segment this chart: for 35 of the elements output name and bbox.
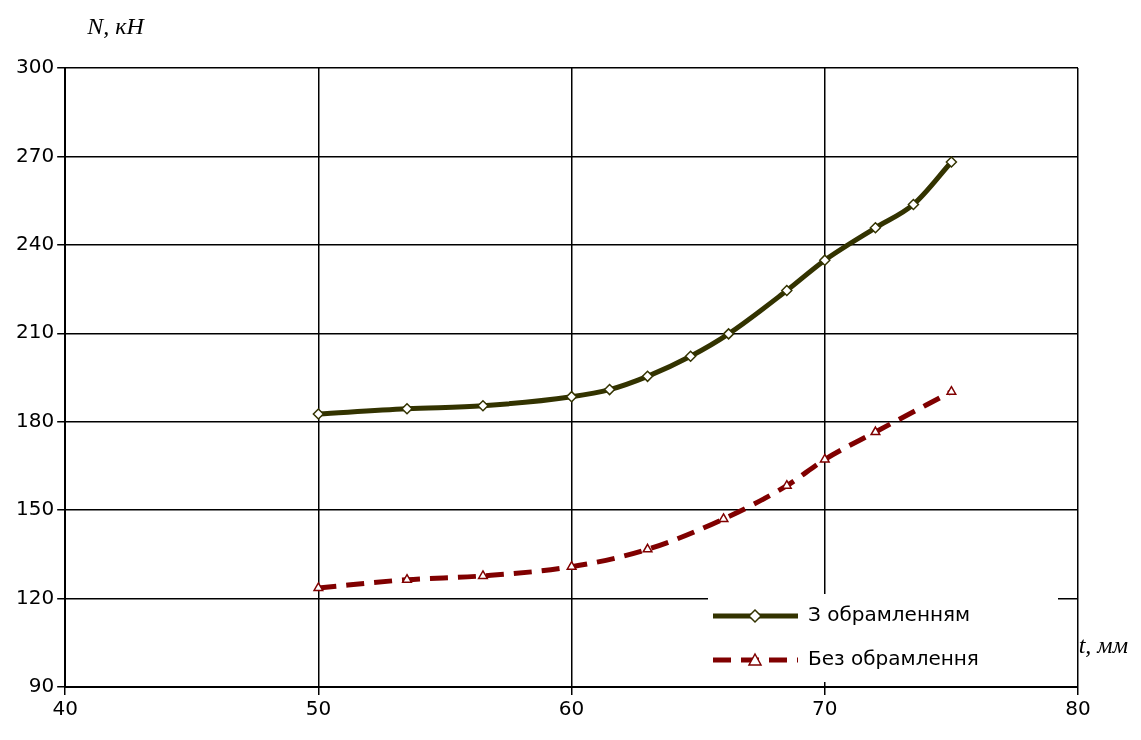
y-tick-label: 270 <box>15 142 55 167</box>
point <box>718 513 729 523</box>
y-tick-label: 210 <box>15 319 55 344</box>
point <box>722 328 735 340</box>
point <box>907 198 920 211</box>
point <box>870 426 881 436</box>
legend-label: З обрамленням <box>808 602 971 627</box>
y-tick-label: 240 <box>15 231 55 256</box>
y-tick-label: 90 <box>28 673 55 698</box>
point <box>642 543 653 553</box>
x-tick-label: 80 <box>1065 696 1091 721</box>
y-tick-label: 120 <box>15 584 55 609</box>
x-axis-title: t, мм <box>1078 632 1128 659</box>
point <box>819 453 830 463</box>
point <box>684 350 697 363</box>
legend-label: Без обрамлення <box>808 646 979 671</box>
point <box>945 156 958 168</box>
point <box>401 573 413 583</box>
point <box>819 254 831 266</box>
y-tick-label: 180 <box>15 407 55 432</box>
x-tick-label: 60 <box>558 696 585 721</box>
x-tick-label: 70 <box>812 696 838 721</box>
x-tick-label: 50 <box>305 696 332 721</box>
y-tick-label: 300 <box>15 54 55 79</box>
point <box>641 370 654 383</box>
y-axis-title: N, кН <box>86 13 146 40</box>
point <box>566 560 577 570</box>
point <box>946 385 957 395</box>
point <box>477 570 489 580</box>
point <box>313 582 324 592</box>
y-tick-label: 150 <box>15 496 55 521</box>
point <box>781 284 793 297</box>
x-tick-label: 40 <box>52 696 78 721</box>
point <box>869 222 882 234</box>
point <box>603 383 616 396</box>
